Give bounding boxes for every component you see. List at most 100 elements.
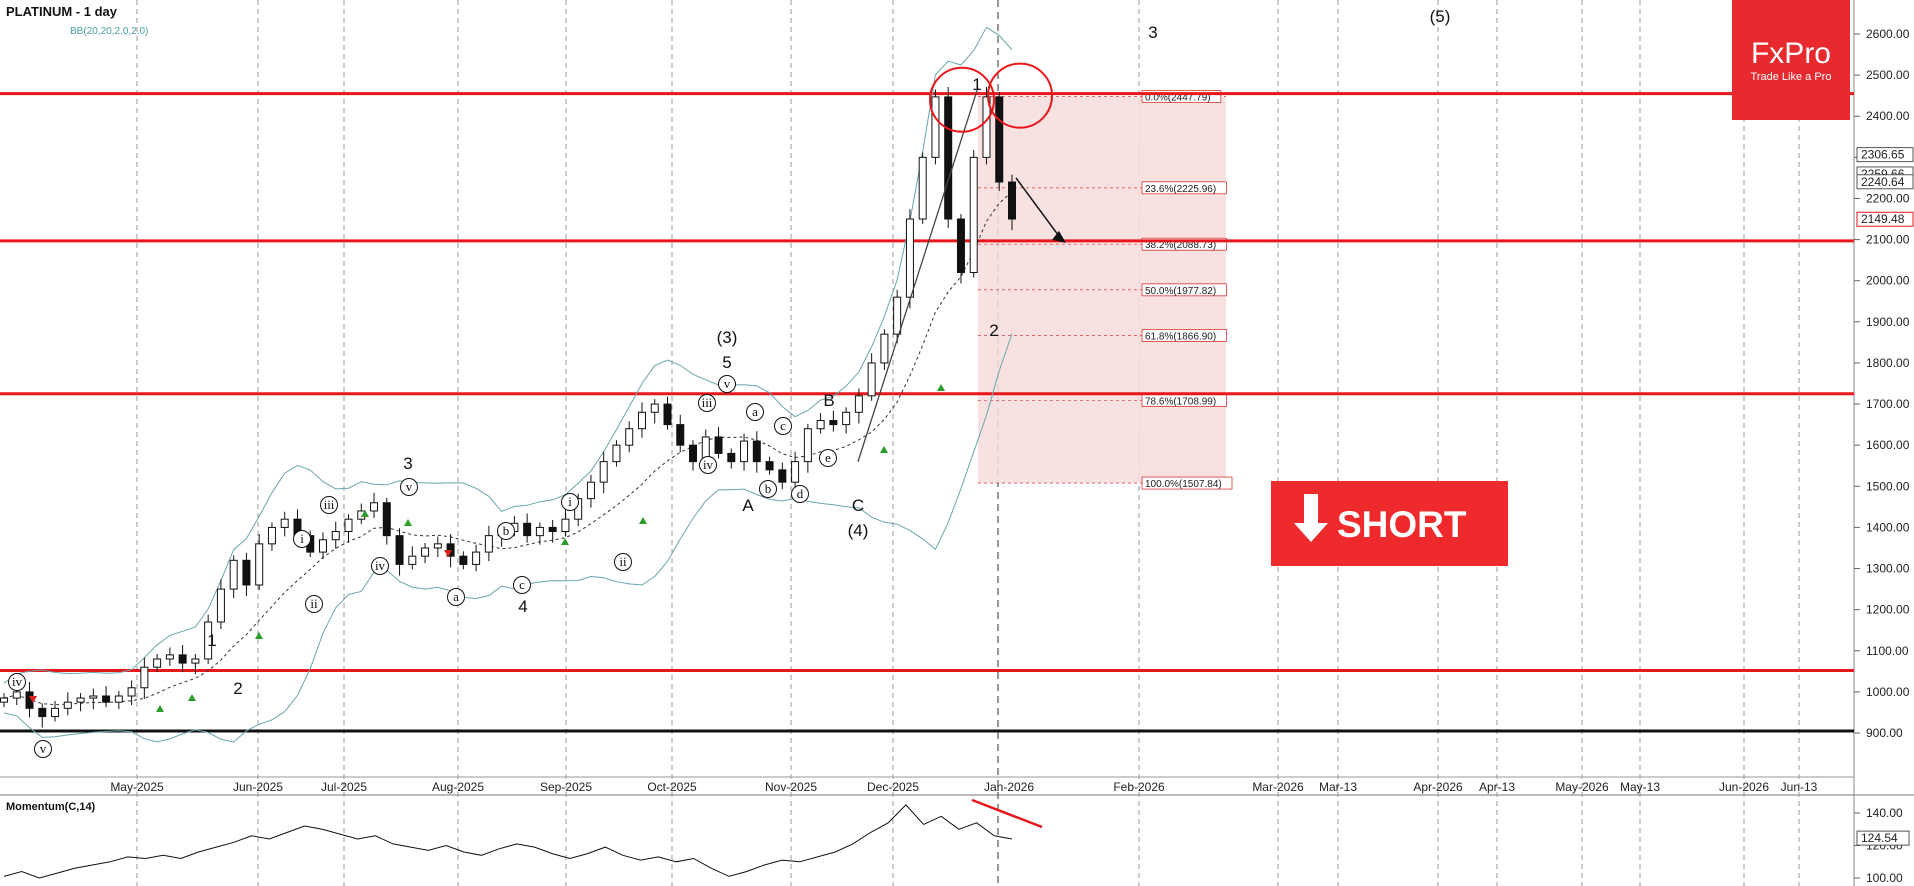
price-label-box: [1856, 147, 1914, 163]
candle-body: [12, 691, 21, 699]
buy-marker-icon: [361, 510, 369, 517]
candle-body: [893, 296, 902, 335]
candle-body: [89, 695, 98, 699]
circled-wave-marker: [614, 553, 632, 571]
candle-body: [535, 526, 544, 537]
candle-body: [956, 218, 965, 273]
x-tick-label: Jun-2025: [233, 780, 283, 794]
momentum-value-label: 124.54: [1861, 831, 1898, 845]
candle-body: [586, 481, 595, 500]
y-tick-label: 1900.00: [1866, 315, 1910, 329]
fib-label-box: [1141, 329, 1227, 342]
circled-wave-marker: [400, 478, 418, 496]
x-tick-label: Jan-2026: [984, 780, 1034, 794]
chart-title: PLATINUM - 1 day: [6, 4, 118, 19]
candle-body: [331, 531, 340, 541]
y-tick-label: 1400.00: [1866, 520, 1910, 534]
circled-wave-label: iv: [12, 674, 23, 689]
x-tick-label: Sep-2025: [540, 780, 592, 794]
x-tick-label: Mar-13: [1319, 780, 1357, 794]
logo-background: [1732, 0, 1850, 120]
momentum-line: [3, 804, 1013, 879]
circled-wave-label: iv: [375, 558, 386, 573]
circled-wave-marker: [8, 673, 26, 691]
candle-body: [663, 403, 672, 426]
wave-label: 3: [1148, 23, 1157, 42]
wave-label: 4: [518, 597, 527, 616]
x-tick-label: Apr-13: [1479, 780, 1515, 794]
candle-body: [242, 559, 251, 586]
candle-body: [165, 654, 174, 660]
circled-wave-marker: [561, 493, 579, 511]
candle-body: [395, 535, 404, 565]
candle-body: [803, 428, 812, 463]
price-label-box: [1856, 174, 1914, 190]
wave-label: 5: [722, 353, 731, 372]
y-tick-label: 1300.00: [1866, 562, 1910, 576]
candle-body: [433, 543, 442, 549]
candle-body: [982, 96, 991, 158]
buy-marker-icon: [156, 705, 164, 712]
candle-body: [178, 654, 187, 664]
fib-label-box: [1141, 181, 1227, 195]
circled-wave-marker: [34, 740, 52, 758]
candle-body: [127, 687, 136, 697]
logo-text: FxPro: [1751, 37, 1831, 70]
y-tick-label: 2400.00: [1866, 109, 1910, 123]
candle-body: [1008, 181, 1016, 220]
y-tick-label: 1500.00: [1866, 479, 1910, 493]
y-tick-label: 2500.00: [1866, 68, 1910, 82]
candle-body: [995, 96, 1004, 183]
circled-wave-marker: [699, 456, 717, 474]
sell-marker-icon: [444, 550, 452, 557]
candle-body: [523, 522, 532, 537]
fib-level-label: 61.8%(1866.90): [1145, 331, 1216, 342]
candle-body: [842, 411, 851, 426]
buy-marker-icon: [188, 694, 196, 701]
buy-marker-icon: [937, 384, 945, 391]
buy-marker-icon: [561, 538, 569, 545]
bollinger-middle-band: [3, 191, 1013, 706]
circled-wave-marker: [513, 576, 531, 594]
x-tick-label: Oct-2025: [647, 780, 697, 794]
candle-body: [880, 333, 889, 364]
candle-body: [765, 461, 774, 471]
circled-wave-label: c: [780, 418, 786, 433]
candle-body: [472, 551, 481, 565]
x-tick-label: Jul-2025: [321, 780, 367, 794]
candle-body: [382, 502, 391, 537]
candle-body: [191, 658, 200, 664]
y-tick-label: 2600.00: [1866, 27, 1910, 41]
circled-wave-marker: [759, 480, 777, 498]
candle-body: [0, 697, 8, 703]
x-tick-label: Feb-2026: [1113, 780, 1165, 794]
wave-label: B: [823, 391, 834, 410]
wave-label: 2: [233, 679, 242, 698]
candle-body: [548, 526, 557, 533]
circled-wave-marker: [371, 557, 389, 575]
wave-label: 3: [403, 454, 412, 473]
circled-wave-label: a: [453, 589, 459, 604]
candle-body: [752, 440, 761, 463]
indicator-label: BB(20,20,2.0,2.0): [70, 26, 148, 37]
x-tick-label: Apr-2026: [1413, 780, 1463, 794]
buy-marker-icon: [404, 519, 412, 526]
wave-label: (4): [848, 521, 869, 540]
x-tick-label: Jun-13: [1781, 780, 1818, 794]
circled-wave-marker: [698, 394, 716, 412]
candle-body: [969, 156, 978, 273]
candle-body: [944, 96, 953, 220]
wave-label: A: [742, 496, 754, 515]
y-tick-label: 1800.00: [1866, 356, 1910, 370]
circled-wave-label: iii: [324, 497, 335, 512]
wave-label: (3): [717, 328, 738, 347]
fib-level-label: 100.0%(1507.84): [1145, 479, 1222, 490]
circled-wave-label: ii: [619, 554, 627, 569]
fib-level-label: 23.6%(2225.96): [1145, 184, 1216, 195]
candle-body: [102, 695, 111, 703]
top-circle-left: [929, 66, 995, 133]
price-label: 2306.65: [1861, 148, 1905, 162]
circled-wave-label: ii: [310, 596, 318, 611]
x-tick-label: May-13: [1620, 780, 1660, 794]
